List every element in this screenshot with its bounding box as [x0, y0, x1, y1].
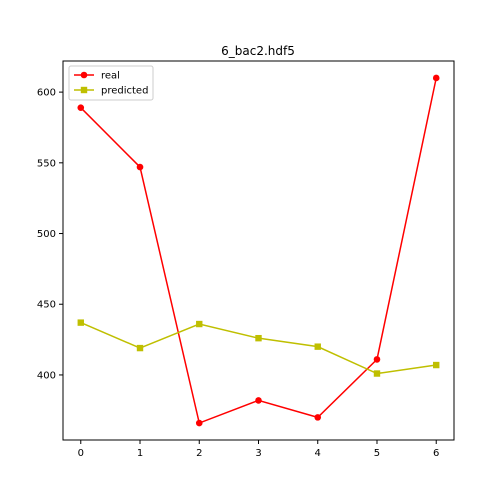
data-point-real — [195, 419, 203, 427]
legend: real predicted — [68, 65, 154, 101]
y-tick-label: 450 — [37, 300, 56, 311]
legend-label: real — [101, 71, 120, 82]
legend-item-predicted: predicted — [74, 86, 148, 97]
y-tick-label: 600 — [37, 88, 56, 99]
x-tick-label: 3 — [255, 448, 261, 459]
legend-label: predicted — [101, 86, 148, 97]
x-tick-label: 1 — [137, 448, 143, 459]
chart-title: 6_bac2.hdf5 — [221, 44, 295, 58]
data-point-predicted — [373, 370, 381, 377]
data-point-predicted — [255, 334, 262, 342]
data-point-real — [255, 397, 262, 404]
data-point-predicted — [433, 361, 440, 369]
data-point-predicted — [77, 319, 84, 326]
data-point-predicted — [314, 343, 321, 350]
y-tick-label: 500 — [37, 229, 56, 240]
y-tick-label: 550 — [37, 158, 56, 169]
plot-frame — [62, 60, 455, 441]
data-point-real — [373, 356, 381, 363]
data-point-real — [77, 104, 85, 111]
y-tick-label: 400 — [37, 370, 56, 381]
data-point-predicted — [196, 320, 203, 328]
legend-swatch-marker — [80, 86, 88, 94]
y-axis: 400 450 500 550 600 — [37, 88, 63, 381]
data-point-predicted — [136, 344, 144, 352]
x-tick-label: 6 — [433, 448, 439, 459]
series-predicted — [77, 319, 440, 377]
x-axis: 0 1 2 3 4 5 6 — [78, 440, 439, 459]
plot-area — [62, 60, 455, 441]
series-real — [77, 74, 440, 427]
series-layer — [77, 74, 440, 427]
x-tick-label: 2 — [196, 448, 202, 459]
data-point-real — [432, 74, 440, 82]
x-tick-label: 5 — [374, 448, 380, 459]
x-tick-label: 4 — [315, 448, 321, 459]
data-point-real — [314, 414, 322, 421]
x-tick-label: 0 — [78, 448, 84, 459]
legend-item-real: real — [74, 71, 120, 82]
legend-swatch-marker — [80, 71, 88, 79]
data-point-real — [136, 163, 144, 171]
